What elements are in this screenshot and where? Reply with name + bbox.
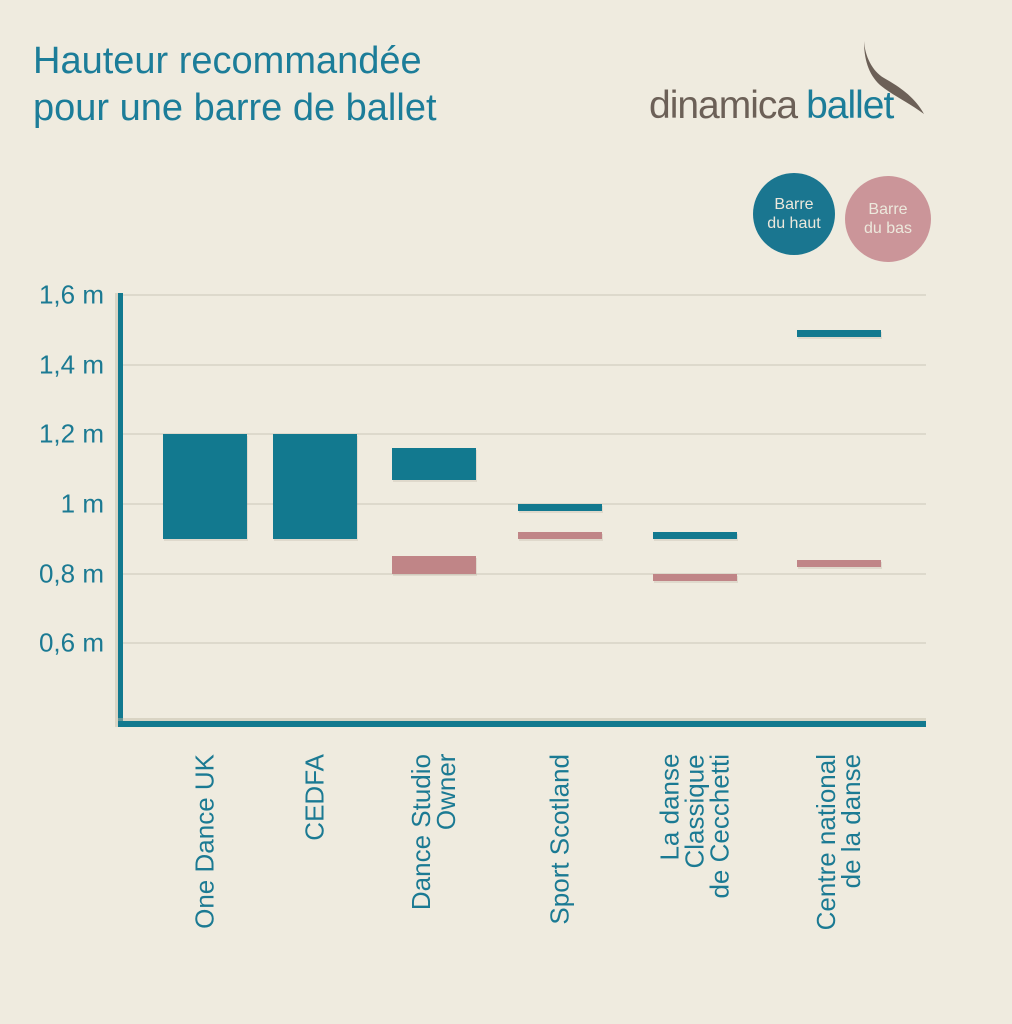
x-axis-label-line: de la danse [836, 754, 866, 889]
legend-haut-label: Barre du haut [767, 195, 820, 233]
legend-haut-line2: du haut [767, 215, 821, 232]
logo-word-dinamica: dinamica [649, 84, 798, 127]
bar-haut-la-danse-classique-de-cecchetti [653, 531, 737, 539]
legend-haut-line1: Barre [774, 196, 814, 213]
gridline-1.2 [123, 433, 926, 436]
logo-swoosh-icon [864, 41, 924, 114]
x-axis-label-cedfa: CEDFA [299, 754, 330, 841]
bar-haut-dance-studio-owner [392, 448, 476, 480]
page-title: Hauteur recommandée pour une barre de ba… [33, 38, 437, 132]
legend-barre-du-bas: Barre du bas [845, 176, 931, 262]
page-title-line2: pour une barre de ballet [33, 87, 437, 129]
x-axis-label-centre-national-de-la-danse: Centre national de la danse [811, 754, 866, 930]
x-axis-label-one-dance-uk: One Dance UK [189, 754, 220, 929]
bar-bas-la-danse-classique-de-cecchetti [653, 573, 737, 581]
y-axis-tick-label-1.6: 1,6 m [38, 279, 104, 310]
legend-barre-du-haut: Barre du haut [753, 173, 835, 255]
x-axis-label-dance-studio-owner: Dance Studio Owner [406, 754, 461, 910]
y-axis-tick-label-1.4: 1,4 m [38, 349, 104, 380]
logo-wordmark: dinamica ballet [649, 84, 894, 128]
gridline-1.4 [123, 363, 926, 366]
y-axis-line [118, 293, 123, 727]
x-axis-label-la-danse-classique-de-cecchetti: La danse Classique de Cecchetti [655, 754, 735, 899]
bar-bas-centre-national-de-la-danse [797, 559, 881, 567]
x-axis-line [118, 721, 926, 727]
y-axis-tick-label-1: 1 m [60, 488, 104, 519]
y-axis-tick-label-1.2: 1,2 m [38, 418, 104, 449]
x-axis-label-line: Owner [431, 754, 461, 831]
gridline-0.8 [123, 572, 926, 575]
x-axis-label-line: CEDFA [299, 754, 330, 841]
bar-haut-one-dance-uk [163, 434, 247, 539]
bar-haut-cedfa [273, 434, 357, 539]
y-axis-tick-label-0.6: 0,6 m [38, 627, 104, 658]
legend-bas-label: Barre du bas [864, 200, 912, 238]
gridline-1.6 [123, 294, 926, 296]
bar-haut-sport-scotland [518, 504, 602, 511]
legend-bas-line1: Barre [868, 201, 908, 218]
legend-bas-line2: du bas [863, 220, 913, 237]
gridline-0.6 [123, 642, 926, 645]
logo-word-ballet: ballet [806, 84, 894, 127]
x-axis-label-sport-scotland: Sport Scotland [544, 754, 575, 925]
page-title-line1: Hauteur recommandée [33, 40, 422, 82]
x-axis-label-line: Sport Scotland [544, 754, 575, 925]
x-axis-label-line: One Dance UK [189, 754, 220, 929]
x-axis-label-line: de Cecchetti [704, 754, 735, 899]
bar-haut-centre-national-de-la-danse [797, 329, 881, 337]
bar-bas-dance-studio-owner [392, 556, 476, 574]
y-axis-tick-label-0.8: 0,8 m [38, 558, 104, 589]
bar-bas-sport-scotland [518, 531, 602, 539]
